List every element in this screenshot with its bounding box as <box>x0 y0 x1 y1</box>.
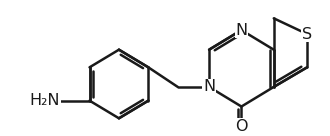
Text: N: N <box>235 23 248 38</box>
Text: N: N <box>203 79 215 94</box>
Text: S: S <box>302 27 312 41</box>
Text: H₂N: H₂N <box>30 93 60 108</box>
Text: O: O <box>235 119 248 134</box>
